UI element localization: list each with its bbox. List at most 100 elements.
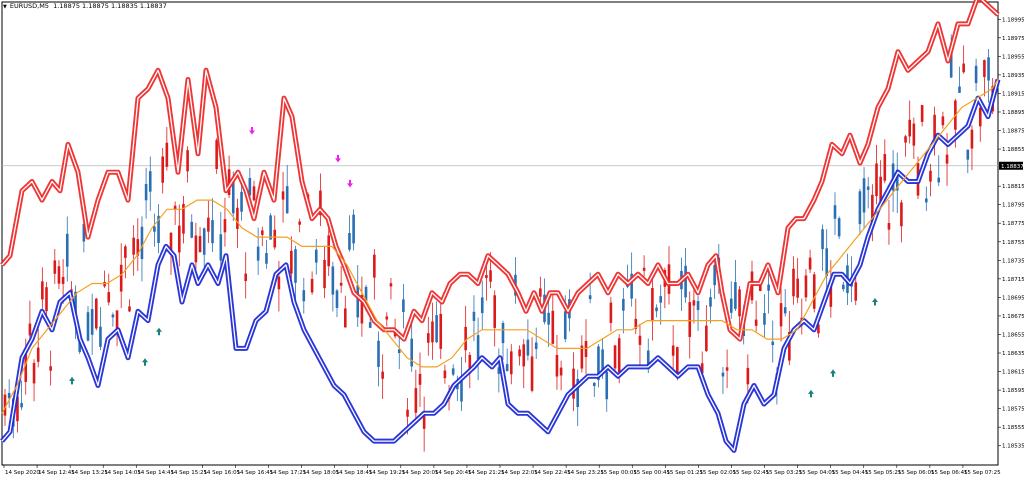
candle-body — [90, 309, 94, 335]
candle-body — [817, 324, 820, 334]
candle-body — [165, 142, 169, 167]
candle-body — [738, 289, 741, 317]
candle-body — [186, 150, 189, 172]
candle-body — [796, 278, 799, 298]
candle-body — [115, 310, 119, 329]
x-tick-label: 14 Sep 23:25 — [567, 470, 604, 476]
candle-body — [319, 190, 322, 216]
candle-body — [219, 234, 223, 261]
x-tick-label: 14 Sep 2020 — [5, 470, 40, 476]
candle-body — [435, 315, 438, 343]
candle-body — [987, 57, 990, 81]
candle-body — [858, 191, 862, 225]
candle-body — [505, 364, 509, 372]
candle-body — [783, 307, 787, 314]
candle-body — [829, 282, 833, 307]
candle-body — [99, 326, 102, 347]
candle-body — [613, 345, 617, 369]
x-tick-label: 14 Sep 21:25 — [468, 470, 505, 476]
candle-body — [617, 338, 621, 373]
candle-body — [671, 345, 675, 356]
buy-arrow-icon — [69, 376, 75, 385]
candle-body — [86, 312, 90, 341]
candle-body — [236, 207, 239, 229]
y-tick-label: 1.18775 — [1002, 221, 1024, 227]
candle-body — [265, 253, 268, 264]
y-tick-label: 1.18915 — [1002, 91, 1024, 97]
x-tick-label: 14 Sep 14:05 — [104, 470, 141, 476]
upper-band-line-inner — [1, 0, 999, 340]
candle-body — [472, 311, 476, 321]
candle-body — [700, 363, 704, 374]
x-tick-label: 14 Sep 18:45 — [336, 470, 373, 476]
candle-body — [480, 297, 484, 314]
candle-body — [667, 264, 671, 294]
candle-body — [696, 301, 700, 310]
candle-body — [431, 321, 434, 343]
candle-body — [103, 281, 106, 287]
candle-body — [7, 392, 11, 399]
candle-body — [32, 362, 36, 384]
candle-body — [767, 284, 770, 291]
x-tick-label: 15 Sep 00:45 — [633, 470, 670, 476]
candle-body — [277, 276, 281, 290]
candle-body — [551, 310, 555, 344]
x-tick-label: 15 Sep 06:45 — [931, 470, 968, 476]
candle-body — [456, 383, 459, 390]
candle-body — [331, 266, 335, 295]
candle-body — [547, 312, 550, 325]
candle-body — [949, 50, 953, 78]
candle-body — [397, 349, 401, 353]
x-tick-label: 14 Sep 20:05 — [402, 470, 439, 476]
candle-body — [368, 322, 372, 328]
candle-body — [49, 366, 52, 371]
candle-body — [900, 202, 903, 227]
candle-body — [497, 367, 501, 374]
candle-body — [655, 307, 658, 312]
x-tick-label: 15 Sep 02:05 — [699, 470, 736, 476]
lower-band-line — [0, 78, 1001, 453]
candle-body — [161, 156, 164, 183]
x-tick-label: 14 Sep 22:05 — [501, 470, 538, 476]
candle-body — [862, 178, 866, 213]
dropdown-triangle-icon[interactable]: ▼ — [3, 4, 7, 10]
candle-body — [460, 379, 463, 402]
candle-body — [854, 282, 858, 301]
candle-body — [692, 300, 696, 306]
candle-body — [356, 285, 360, 318]
y-tick-label: 1.18635 — [1002, 351, 1024, 357]
candle-body — [74, 291, 77, 317]
candle-body — [28, 323, 32, 336]
candle-body — [16, 396, 19, 422]
ohlc-values: 1.18875 1.18875 1.18835 1.18837 — [53, 2, 167, 10]
candle-body — [53, 260, 57, 274]
candle-body — [451, 368, 455, 375]
upper-band-line — [0, 0, 1000, 342]
buy-arrow-icon — [830, 369, 836, 377]
candle-body — [418, 373, 422, 385]
candle-body — [638, 335, 642, 345]
candle-body — [439, 313, 443, 349]
candle-body — [792, 268, 795, 297]
candle-body — [476, 335, 480, 360]
y-axis: 1.18995 1.18975 1.18955 1.18935 1.18915 1.188… — [998, 17, 1024, 450]
candle-body — [962, 63, 965, 73]
candle-body — [231, 179, 235, 214]
x-tick-label: 14 Sep 14:45 — [137, 470, 174, 476]
candle-body — [41, 281, 44, 300]
candle-body — [215, 140, 218, 169]
x-tick-label: 15 Sep 04:45 — [832, 470, 869, 476]
candle-body — [422, 415, 426, 429]
x-tick-label: 15 Sep 07:25 — [964, 470, 1001, 476]
candle-body — [576, 378, 579, 408]
candle-body — [563, 311, 567, 340]
candle-body — [406, 409, 409, 417]
candle-body — [800, 317, 804, 321]
symbol-timeframe: EURUSD,M5 — [9, 2, 49, 10]
candle-body — [825, 248, 828, 276]
y-tick-label: 1.18895 — [1002, 110, 1024, 116]
candle-body — [746, 367, 750, 385]
candle-body — [285, 186, 289, 214]
